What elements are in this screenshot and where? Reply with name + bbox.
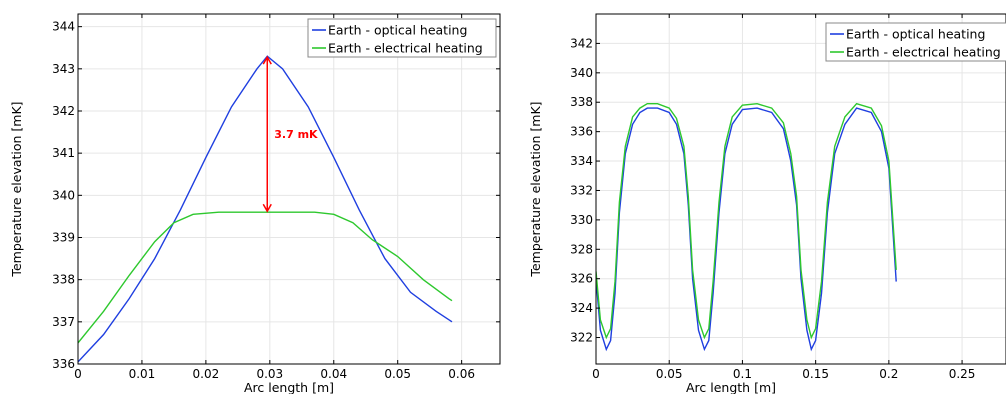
annotation-arrowhead-bottom	[262, 203, 272, 213]
y-tick-label: 342	[570, 36, 593, 50]
y-tick-label: 332	[570, 183, 593, 197]
series-line-optical	[596, 107, 897, 352]
series-line-electrical	[596, 102, 897, 340]
x-tick-label: 0.02	[193, 367, 220, 381]
legend-box	[307, 18, 497, 58]
annotation-label: 3.7 mK	[274, 128, 318, 141]
legend: Earth - optical heating Earth - electrica…	[825, 22, 1006, 62]
legend-entry: Earth - optical heating	[846, 27, 985, 42]
x-tick-label: 0.03	[256, 367, 283, 381]
y-axis-label: Temperature elevation [mK]	[9, 101, 24, 277]
x-tick-label: 0.2	[879, 367, 898, 381]
y-tick-label: 338	[52, 273, 75, 287]
y-tick-label: 340	[52, 188, 75, 202]
x-tick-label: 0.1	[733, 367, 752, 381]
y-tick-label: 326	[570, 272, 593, 286]
series-line-optical	[78, 55, 453, 363]
x-axis-label: Arc length [m]	[244, 380, 334, 394]
y-tick-label: 336	[52, 357, 75, 371]
y-tick-label: 337	[52, 315, 75, 329]
y-axis-label: Temperature elevation [mK]	[528, 101, 543, 277]
y-tick-label: 342	[52, 104, 75, 118]
chart-1: 3.7 mK 0 0.01 0.02 0.03 0.04 0.05 0.06 336 337 338…	[9, 13, 501, 394]
x-axis-label: Arc length [m]	[686, 380, 776, 394]
legend: Earth - optical heating Earth - electrica…	[307, 18, 497, 58]
x-tick-label: 0.05	[656, 367, 683, 381]
chart-2: 0 0.05 0.1 0.15 0.2 0.25 322 324 326 328 330 332 334…	[528, 13, 1006, 394]
grid-lines	[595, 14, 1006, 364]
y-tick-label: 341	[52, 146, 75, 160]
plot-frame	[77, 13, 501, 365]
y-tick-label: 328	[570, 242, 593, 256]
y-tick-label: 330	[570, 213, 593, 227]
y-tick-label: 324	[570, 301, 593, 315]
y-tick-label: 322	[570, 331, 593, 345]
annotation-arrowhead-top	[262, 55, 272, 65]
y-tick-label: 343	[52, 62, 75, 76]
y-tick-label: 340	[570, 66, 593, 80]
x-tick-label: 0.15	[802, 367, 829, 381]
legend-entry: Earth - electrical heating	[846, 45, 1001, 60]
y-tick-label: 336	[570, 125, 593, 139]
x-tick-label: 0.25	[949, 367, 976, 381]
x-tick-label: 0.05	[384, 367, 411, 381]
y-tick-label: 338	[570, 95, 593, 109]
legend-entry: Earth - optical heating	[328, 23, 467, 38]
series-line-electrical	[78, 211, 453, 344]
x-tick-label: 0.04	[320, 367, 347, 381]
y-tick-label: 339	[52, 230, 75, 244]
legend-box	[825, 22, 1006, 62]
x-tick-label: 0.01	[129, 367, 156, 381]
y-tick-label: 334	[570, 154, 593, 168]
x-tick-label: 0	[592, 367, 600, 381]
x-tick-label: 0	[74, 367, 82, 381]
plot-frame	[595, 13, 1006, 365]
y-tick-label: 344	[52, 20, 75, 34]
x-tick-label: 0.06	[448, 367, 475, 381]
legend-entry: Earth - electrical heating	[328, 41, 483, 56]
grid-lines	[77, 14, 500, 365]
